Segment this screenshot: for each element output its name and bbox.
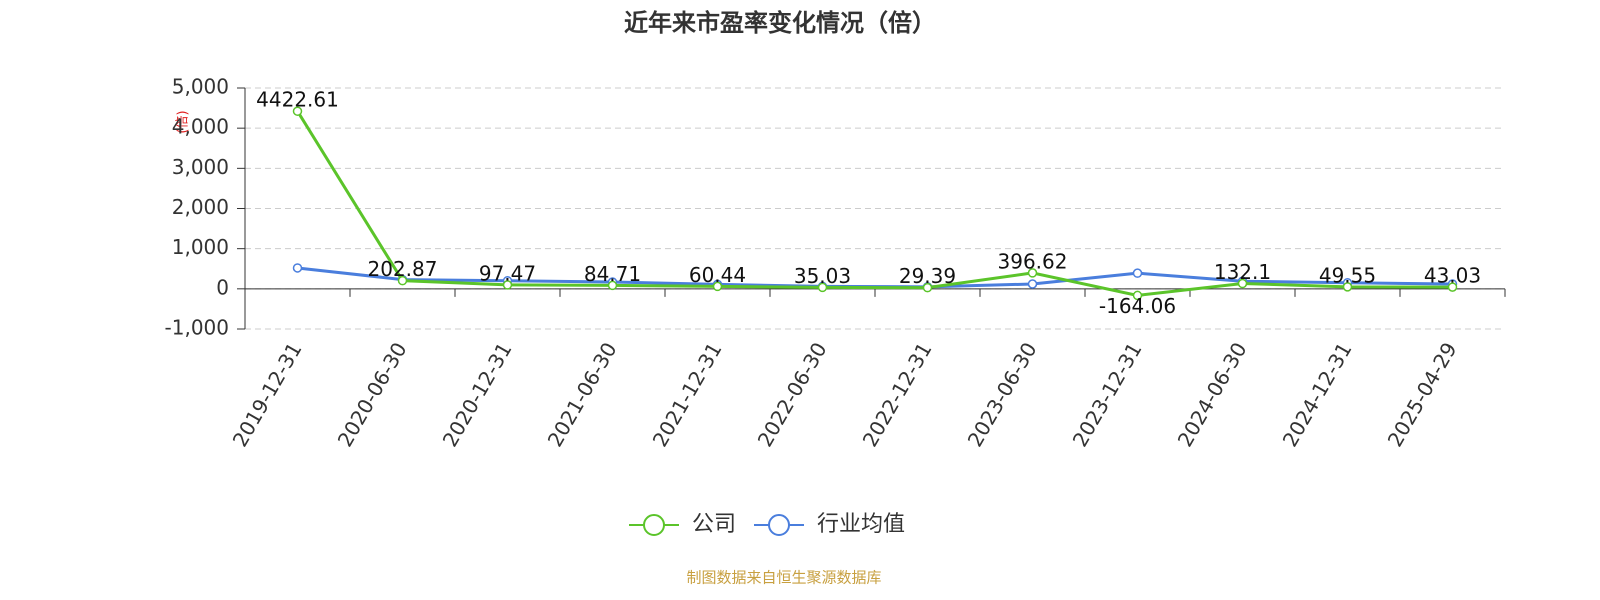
x-tick-label: 2023-06-30 xyxy=(963,338,1042,451)
legend-marker xyxy=(768,514,790,536)
series-line xyxy=(296,110,1453,297)
x-tick-label: 2020-06-30 xyxy=(333,338,412,451)
legend-label: 行业均值 xyxy=(817,512,905,537)
data-point xyxy=(397,275,408,286)
y-tick-label: 5,000 xyxy=(172,75,229,99)
data-point xyxy=(1027,268,1038,278)
data-point xyxy=(607,280,618,291)
data-label: 29.39 xyxy=(899,264,956,288)
y-tick-label: 2,000 xyxy=(172,195,229,219)
x-tick-label: 2025-04-29 xyxy=(1383,338,1462,451)
data-label: 132.1 xyxy=(1214,260,1271,284)
legend-label: 公司 xyxy=(692,512,736,537)
data-point xyxy=(1447,282,1458,292)
x-tick-label: 2024-12-31 xyxy=(1278,338,1357,451)
y-tick-label: 1,000 xyxy=(172,235,229,259)
data-label: -164.06 xyxy=(1099,294,1176,318)
data-label: 35.03 xyxy=(794,264,851,288)
data-point xyxy=(712,281,723,292)
data-point xyxy=(292,263,303,273)
x-tick-label: 2024-06-30 xyxy=(1173,338,1252,451)
data-label: 43.03 xyxy=(1424,264,1481,288)
data-label: 49.55 xyxy=(1319,263,1376,287)
data-label: 4422.61 xyxy=(256,88,339,112)
data-point xyxy=(1237,278,1248,289)
data-label: 84.71 xyxy=(584,262,641,286)
data-point xyxy=(817,282,828,293)
source-note: 制图数据来自恒生聚源数据库 xyxy=(686,569,881,587)
x-tick-label: 2022-12-31 xyxy=(858,338,937,451)
data-point xyxy=(1132,268,1143,278)
data-label: 396.62 xyxy=(998,249,1068,273)
chart-title: 近年来市盈率变化情况（倍） xyxy=(624,9,936,37)
data-point xyxy=(922,282,933,293)
x-tick-label: 2021-06-30 xyxy=(543,338,622,451)
data-point xyxy=(1027,279,1038,289)
data-point xyxy=(1342,282,1353,292)
data-point xyxy=(292,106,303,116)
data-point xyxy=(502,280,513,290)
data-point xyxy=(1132,290,1143,301)
y-axis-label: (倍) xyxy=(176,110,191,133)
y-tick-label: 4,000 xyxy=(172,115,229,139)
x-tick-label: 2020-12-31 xyxy=(438,338,517,451)
legend-marker xyxy=(643,514,665,536)
y-tick-label: 3,000 xyxy=(172,155,229,179)
data-label: 60.44 xyxy=(689,263,746,287)
x-tick-label: 2023-12-31 xyxy=(1068,338,1147,451)
y-tick-label: 0 xyxy=(216,275,229,299)
data-label: 97.47 xyxy=(479,261,536,285)
x-tick-label: 2022-06-30 xyxy=(753,338,832,451)
data-label: 202.87 xyxy=(368,257,438,281)
x-tick-label: 2019-12-31 xyxy=(228,338,307,451)
y-tick-label: -1,000 xyxy=(165,316,229,340)
x-tick-label: 2021-12-31 xyxy=(648,338,727,451)
